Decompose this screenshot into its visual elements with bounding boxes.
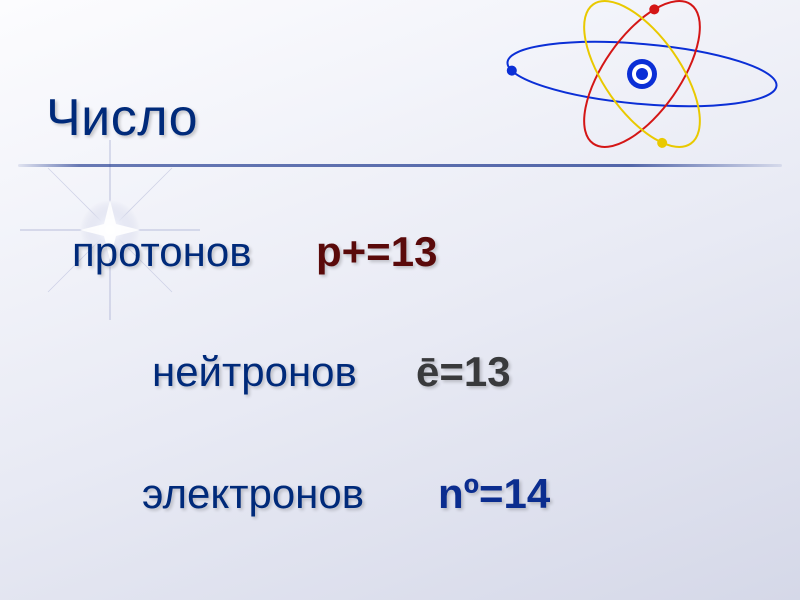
formula-protons: p+=13	[316, 228, 437, 276]
label-electrons: электронов	[142, 470, 364, 518]
title-underline	[18, 164, 782, 167]
slide-root: Число протонов p+=13 нейтронов ē=13 элек…	[0, 0, 800, 600]
formula-neutrons: ē=13	[416, 348, 511, 396]
label-neutrons: нейтронов	[152, 348, 357, 396]
atom-diagram-icon	[492, 0, 792, 184]
formula-electrons: nº=14	[438, 470, 550, 518]
label-protons: протонов	[72, 228, 252, 276]
slide-title: Число	[46, 88, 198, 148]
